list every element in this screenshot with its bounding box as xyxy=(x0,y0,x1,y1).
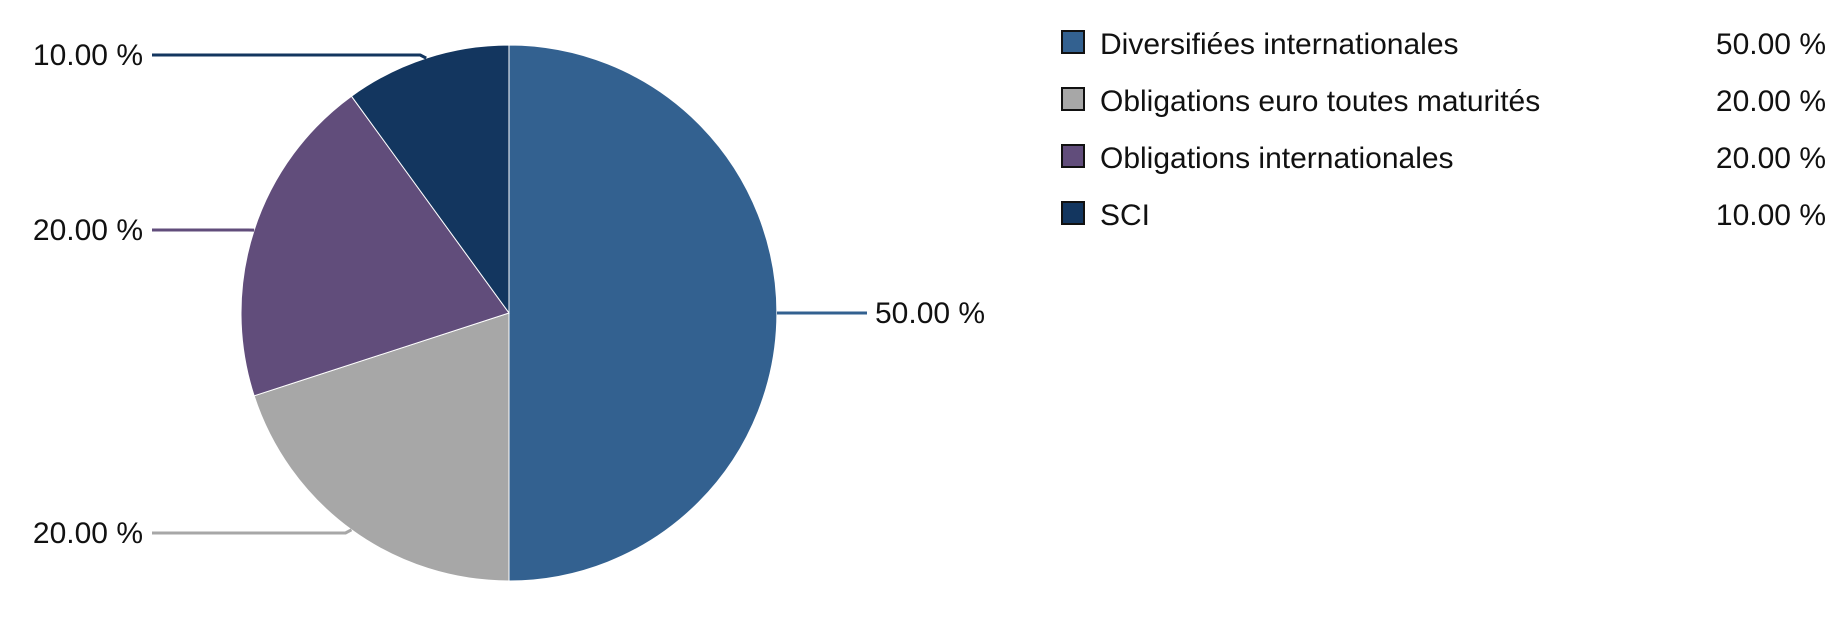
legend-swatch-diversifiees-internationales xyxy=(1061,30,1085,54)
legend-swatch-obligations-euro-toutes-maturites xyxy=(1061,87,1085,111)
data-label-obligations-euro-toutes-maturites: 20.00 % xyxy=(33,517,143,550)
legend-value-diversifiees-internationales: 50.00 % xyxy=(1716,28,1826,61)
legend-label-obligations-internationales: Obligations internationales xyxy=(1100,142,1454,175)
pie-slice-sci xyxy=(350,44,510,315)
legend-value-sci: 10.00 % xyxy=(1716,199,1826,232)
data-labels: 50.00 % 20.00 % 20.00 % 10.00 % xyxy=(33,39,985,550)
pie-slice-obligations-internationales xyxy=(240,95,510,397)
legend: Diversifiées internationales 50.00 % Oblig… xyxy=(1061,28,1826,232)
legend-label-diversifiees-internationales: Diversifiées internationales xyxy=(1100,28,1459,61)
legend-label-obligations-euro-toutes-maturites: Obligations euro toutes maturités xyxy=(1100,85,1540,118)
data-label-obligations-internationales: 20.00 % xyxy=(33,214,143,247)
legend-swatch-sci xyxy=(1061,201,1085,225)
pie-slice-diversifiees-internationales xyxy=(508,44,778,582)
pie-slice-obligations-euro-toutes-maturites xyxy=(253,312,510,582)
legend-value-obligations-euro-toutes-maturites: 20.00 % xyxy=(1716,85,1826,118)
legend-label-sci: SCI xyxy=(1100,199,1150,232)
legend-swatch-obligations-internationales xyxy=(1061,144,1085,168)
pie-slices xyxy=(240,44,778,582)
leader-lines xyxy=(152,53,867,535)
leader-line-obligations-euro-toutes-maturites xyxy=(152,528,353,535)
data-label-sci: 10.00 % xyxy=(33,39,143,72)
data-label-diversifiees-internationales: 50.00 % xyxy=(875,297,985,330)
legend-value-obligations-internationales: 20.00 % xyxy=(1716,142,1826,175)
leader-line-sci xyxy=(152,53,427,60)
